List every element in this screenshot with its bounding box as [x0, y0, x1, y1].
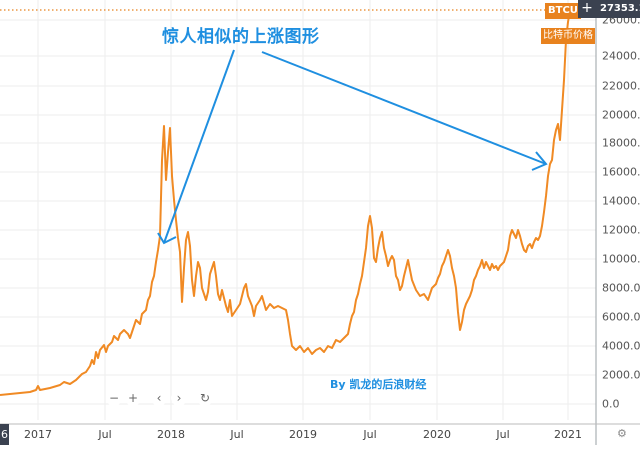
watermark: By 凯龙的后浪财经: [330, 378, 427, 391]
y-tick-label: 2000.0: [602, 368, 640, 382]
y-tick-label: 4000.0: [602, 339, 640, 353]
arrowhead-2017: [157, 232, 177, 245]
zoom-out-button[interactable]: −: [106, 390, 122, 406]
arrowhead-2020: [531, 151, 548, 171]
crosshair-plus-button[interactable]: +: [578, 0, 596, 18]
annotation-arrows: [157, 49, 548, 245]
arrow-to-2017-peak: [163, 49, 235, 244]
annotation-title: 惊人相似的上涨图形: [162, 27, 320, 47]
series-name-badge: 比特币价格: [541, 28, 595, 44]
y-tick-label: 18000.0: [602, 136, 640, 150]
settings-icon[interactable]: ⚙: [617, 427, 627, 440]
symbol-badge: BTCU: [545, 3, 581, 19]
last-price-badge: 27353.1: [596, 0, 640, 18]
y-tick-label: 16000.0: [602, 165, 640, 179]
scroll-left-button[interactable]: ‹: [151, 390, 167, 406]
price-line: [0, 9, 571, 396]
y-tick-label: 20000.0: [602, 108, 640, 122]
y-tick-label: 24000.0: [602, 49, 640, 63]
arrow-to-2020-rally: [261, 51, 547, 165]
x-tick-label: Jul: [496, 428, 510, 441]
x-tick-label: 2021: [554, 428, 582, 441]
y-tick-label: 0.0: [602, 397, 620, 411]
x-tick-label: Jul: [230, 428, 244, 441]
x-tick-label: Jul: [98, 428, 112, 441]
y-tick-label: 12000.0: [602, 223, 640, 237]
zoom-in-button[interactable]: +: [125, 390, 141, 406]
x-tick-label: 2020: [423, 428, 451, 441]
y-tick-label: 10000.0: [602, 252, 640, 266]
x-tick-label: 2018: [157, 428, 185, 441]
y-tick-label: 8000.0: [602, 281, 640, 295]
reset-chart-button[interactable]: ↻: [197, 390, 213, 406]
scroll-right-button[interactable]: ›: [171, 390, 187, 406]
x-tick-label: Jul: [363, 428, 377, 441]
horizontal-gridlines: [0, 19, 596, 405]
vertical-gridlines: [37, 0, 569, 420]
y-tick-label: 14000.0: [602, 194, 640, 208]
x-tick-label: 2017: [24, 428, 52, 441]
y-tick-label: 6000.0: [602, 310, 640, 324]
x-tick-label: 2019: [289, 428, 317, 441]
y-tick-label: 22000.0: [602, 79, 640, 93]
x-axis-start-badge: 6: [0, 424, 9, 445]
